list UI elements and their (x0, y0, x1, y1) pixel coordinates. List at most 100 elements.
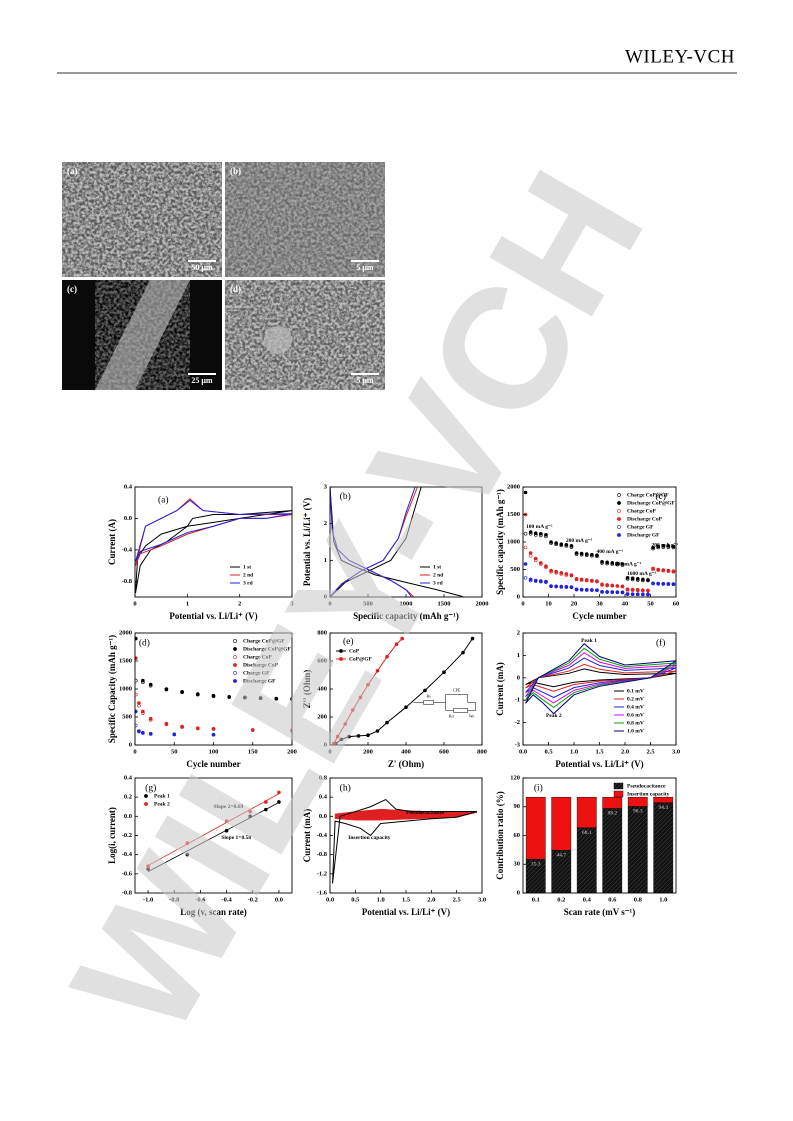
bar-value-label: 88.2 (607, 811, 617, 817)
data-point (564, 572, 569, 576)
data-point (141, 678, 145, 683)
y-axis-label: Specific capacity (mAh g⁻¹) (495, 489, 505, 595)
line (525, 663, 676, 692)
legend-label: 0.1 mV (627, 688, 644, 694)
data-point (375, 729, 380, 733)
data-point (615, 584, 620, 588)
data-point (569, 585, 574, 589)
data-point (211, 732, 216, 737)
y-tick-label: -1 (515, 697, 520, 704)
y-tick-label: 0 (324, 741, 327, 748)
data-point (549, 584, 553, 588)
chart-panel: -3 -2 -1 0 1 2 0.0 0.5 1.0 1.5 2.0 2.5 3.0 (f) Potenti… (495, 629, 680, 769)
circuit-element (453, 708, 468, 713)
x-axis-label: Z' (Ohm) (388, 759, 424, 769)
x-tick-label: 0 (328, 600, 331, 607)
x-tick-label: 2 (238, 600, 241, 607)
x-tick-label: 3.0 (672, 748, 680, 755)
y-tick-label: -0.8 (122, 889, 133, 896)
y-tick-label: 1500 (119, 657, 132, 664)
y-tick-label: 60 (514, 832, 521, 839)
data-point (523, 545, 528, 550)
legend-marker (617, 517, 621, 521)
data-point (264, 807, 268, 812)
x-tick-label: 30 (596, 600, 603, 607)
panel-label: (g) (145, 783, 156, 794)
data-point (523, 562, 528, 566)
x-tick-label: 40 (622, 600, 629, 607)
plot-area (332, 798, 478, 884)
x-tick-label: 1.0 (570, 748, 578, 755)
x-tick-label: 2.0 (621, 748, 629, 755)
data-point (274, 696, 279, 701)
data-point (651, 545, 655, 550)
legend-marker (617, 525, 621, 529)
y-tick-label: 1000 (119, 685, 132, 692)
data-point (358, 695, 363, 700)
y-axis-label: Z'' (Ohm) (302, 670, 312, 709)
x-tick-label: 2.5 (453, 896, 462, 903)
x-tick-label: 0.6 (608, 896, 617, 903)
legend-swatch (613, 790, 624, 798)
bar-segment (551, 796, 572, 851)
x-tick-label: 0.0 (275, 896, 283, 903)
data-point (533, 578, 538, 583)
data-point (630, 592, 635, 596)
sem-texture (95, 280, 190, 390)
x-tick-label: 0.5 (544, 748, 553, 755)
data-point (620, 590, 625, 595)
legend-label: Discharge CoP (243, 662, 279, 668)
data-point (610, 590, 615, 594)
data-point (211, 693, 216, 698)
x-tick-label: 1.5 (402, 896, 411, 903)
panel-label: (h) (340, 783, 351, 794)
y-tick-label: 600 (317, 657, 327, 664)
y-tick-label: -3 (515, 741, 521, 748)
data-point (185, 841, 190, 845)
data-point (258, 696, 263, 700)
legend-label: 1 st (243, 564, 251, 570)
sem-texture (225, 280, 385, 390)
scale-bar-label: 25 μm (191, 376, 213, 385)
x-tick-label: 0.0 (326, 896, 334, 903)
y-tick-label: 500 (510, 566, 520, 573)
plot-area (135, 498, 292, 594)
bar-segment (576, 796, 597, 828)
legend-marker (233, 663, 237, 667)
data-point (544, 564, 548, 569)
data-point (461, 650, 465, 655)
x-tick-label: 2000 (476, 600, 489, 607)
annotation: Peak 1 (581, 638, 597, 644)
x-axis-label: Log (v, scan rate) (180, 907, 247, 917)
data-point (423, 688, 427, 693)
sem-texture (225, 162, 385, 277)
data-point (661, 568, 666, 572)
data-point (554, 584, 558, 589)
legend-label: 3 rd (433, 580, 443, 586)
data-point (400, 636, 405, 641)
data-point (620, 562, 625, 566)
data-point (185, 852, 190, 857)
legend-label: Discharge GF (627, 532, 660, 538)
sem-panel-label: (d) (230, 284, 241, 294)
legend-label: Peak 2 (154, 801, 170, 807)
fit-line (147, 802, 280, 872)
data-point (605, 560, 609, 565)
data-point (544, 533, 548, 537)
panel-label: (a) (158, 494, 169, 505)
legend-label: Insertion capacity (627, 791, 670, 797)
sem-panel-label: (c) (67, 284, 77, 294)
x-tick-label: -0.2 (248, 896, 258, 903)
data-point (671, 582, 676, 586)
chart-panel: 0 200 400 600 800 0 200 400 600 800 (e) Z' (Ohm) Z''… (302, 629, 487, 769)
y-axis-label: Potential vs. Li/Li⁺ (V) (302, 498, 312, 586)
y-tick-label: -2 (515, 719, 520, 726)
y-tick-label: 0 (324, 593, 327, 600)
y-tick-label: -0.4 (122, 546, 133, 553)
chart-panel: 0 1 2 3 0 500 1000 1500 2000 (b) Specific capacity… (302, 483, 488, 621)
y-tick-label: 500 (122, 713, 132, 720)
data-point (574, 551, 579, 555)
y-axis-label: Current (mA) (495, 662, 505, 716)
